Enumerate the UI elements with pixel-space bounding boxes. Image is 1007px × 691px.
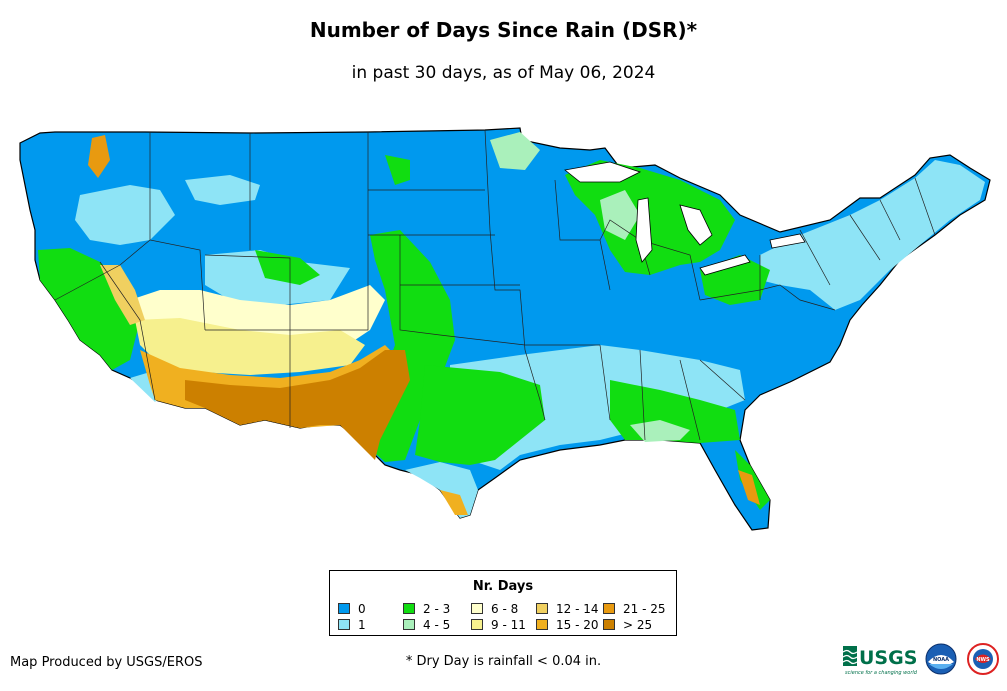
zone-over-25-days-southwest [185, 350, 410, 460]
lake-erie [699, 254, 751, 276]
legend-label: 21 - 25 [623, 602, 666, 616]
legend-swatch [471, 603, 483, 614]
legend-label: 6 - 8 [491, 602, 519, 616]
usgs-wordmark: USGS [859, 647, 917, 669]
legend-label: 1 [358, 618, 366, 632]
zone-2-3-days-wyoming [255, 250, 320, 285]
noaa-logo: NOAA [925, 643, 957, 675]
legend-swatch [536, 603, 548, 614]
legend-swatch [603, 603, 615, 614]
legend-label: 2 - 3 [423, 602, 451, 616]
legend-swatch [403, 619, 415, 630]
nws-logo: NWS [967, 643, 999, 675]
state-borders [54, 129, 936, 441]
zone-1-day-south [450, 345, 745, 470]
map-title: Number of Days Since Rain (DSR)* [309, 18, 698, 42]
zone-4-5-days-minnesota [490, 132, 540, 170]
zone-1-day-texas-south [405, 462, 478, 518]
legend-label: > 25 [623, 618, 653, 632]
legend: Nr. Days 0 1 2 - 3 4 - 5 6 - 8 9 - 11 12… [329, 570, 677, 636]
noaa-wordmark: NOAA [933, 657, 949, 663]
legend-label: 4 - 5 [423, 618, 451, 632]
dsr-map [19, 127, 991, 531]
zone-4-5-days-michigan [600, 190, 640, 240]
legend-swatch [471, 619, 483, 630]
nws-wordmark: NWS [976, 657, 990, 663]
legend-swatch [338, 619, 350, 630]
agency-logos: USGS science for a changing world NOAA N… [843, 643, 999, 676]
legend-swatch [603, 619, 615, 630]
usgs-logo: USGS science for a changing world [843, 646, 918, 676]
lake-ontario [769, 233, 806, 249]
zone-15-20-days-texas-coast [440, 490, 468, 515]
legend-label: 0 [358, 602, 366, 616]
credit-text: Map Produced by USGS/EROS [10, 655, 203, 670]
zone-9-11-days-southwest [135, 318, 365, 375]
legend-swatch [403, 603, 415, 614]
legend-label: 12 - 14 [556, 602, 599, 616]
zone-1-day-northeast [760, 160, 985, 310]
zone-2-3-days-dakotas [385, 155, 410, 185]
zone-15-20-days-florida [738, 470, 760, 505]
usgs-tagline: science for a changing world [845, 670, 918, 676]
legend-title: Nr. Days [472, 579, 534, 594]
zone-1-day-montana [185, 175, 260, 205]
lake-michigan [635, 197, 653, 263]
legend-label: 9 - 11 [491, 618, 526, 632]
lake-superior [564, 161, 642, 183]
zone-2-3-days-great-lakes [565, 160, 735, 275]
legend-swatch [338, 603, 350, 614]
map-subtitle: in past 30 days, as of May 06, 2024 [351, 63, 656, 83]
legend-label: 15 - 20 [556, 618, 599, 632]
zone-2-3-days-texas [415, 365, 545, 465]
zone-over-25-days-oregon [88, 135, 110, 178]
footnote-text: * Dry Day is rainfall < 0.04 in. [405, 654, 602, 669]
legend-swatch [536, 619, 548, 630]
lake-huron [679, 204, 713, 246]
